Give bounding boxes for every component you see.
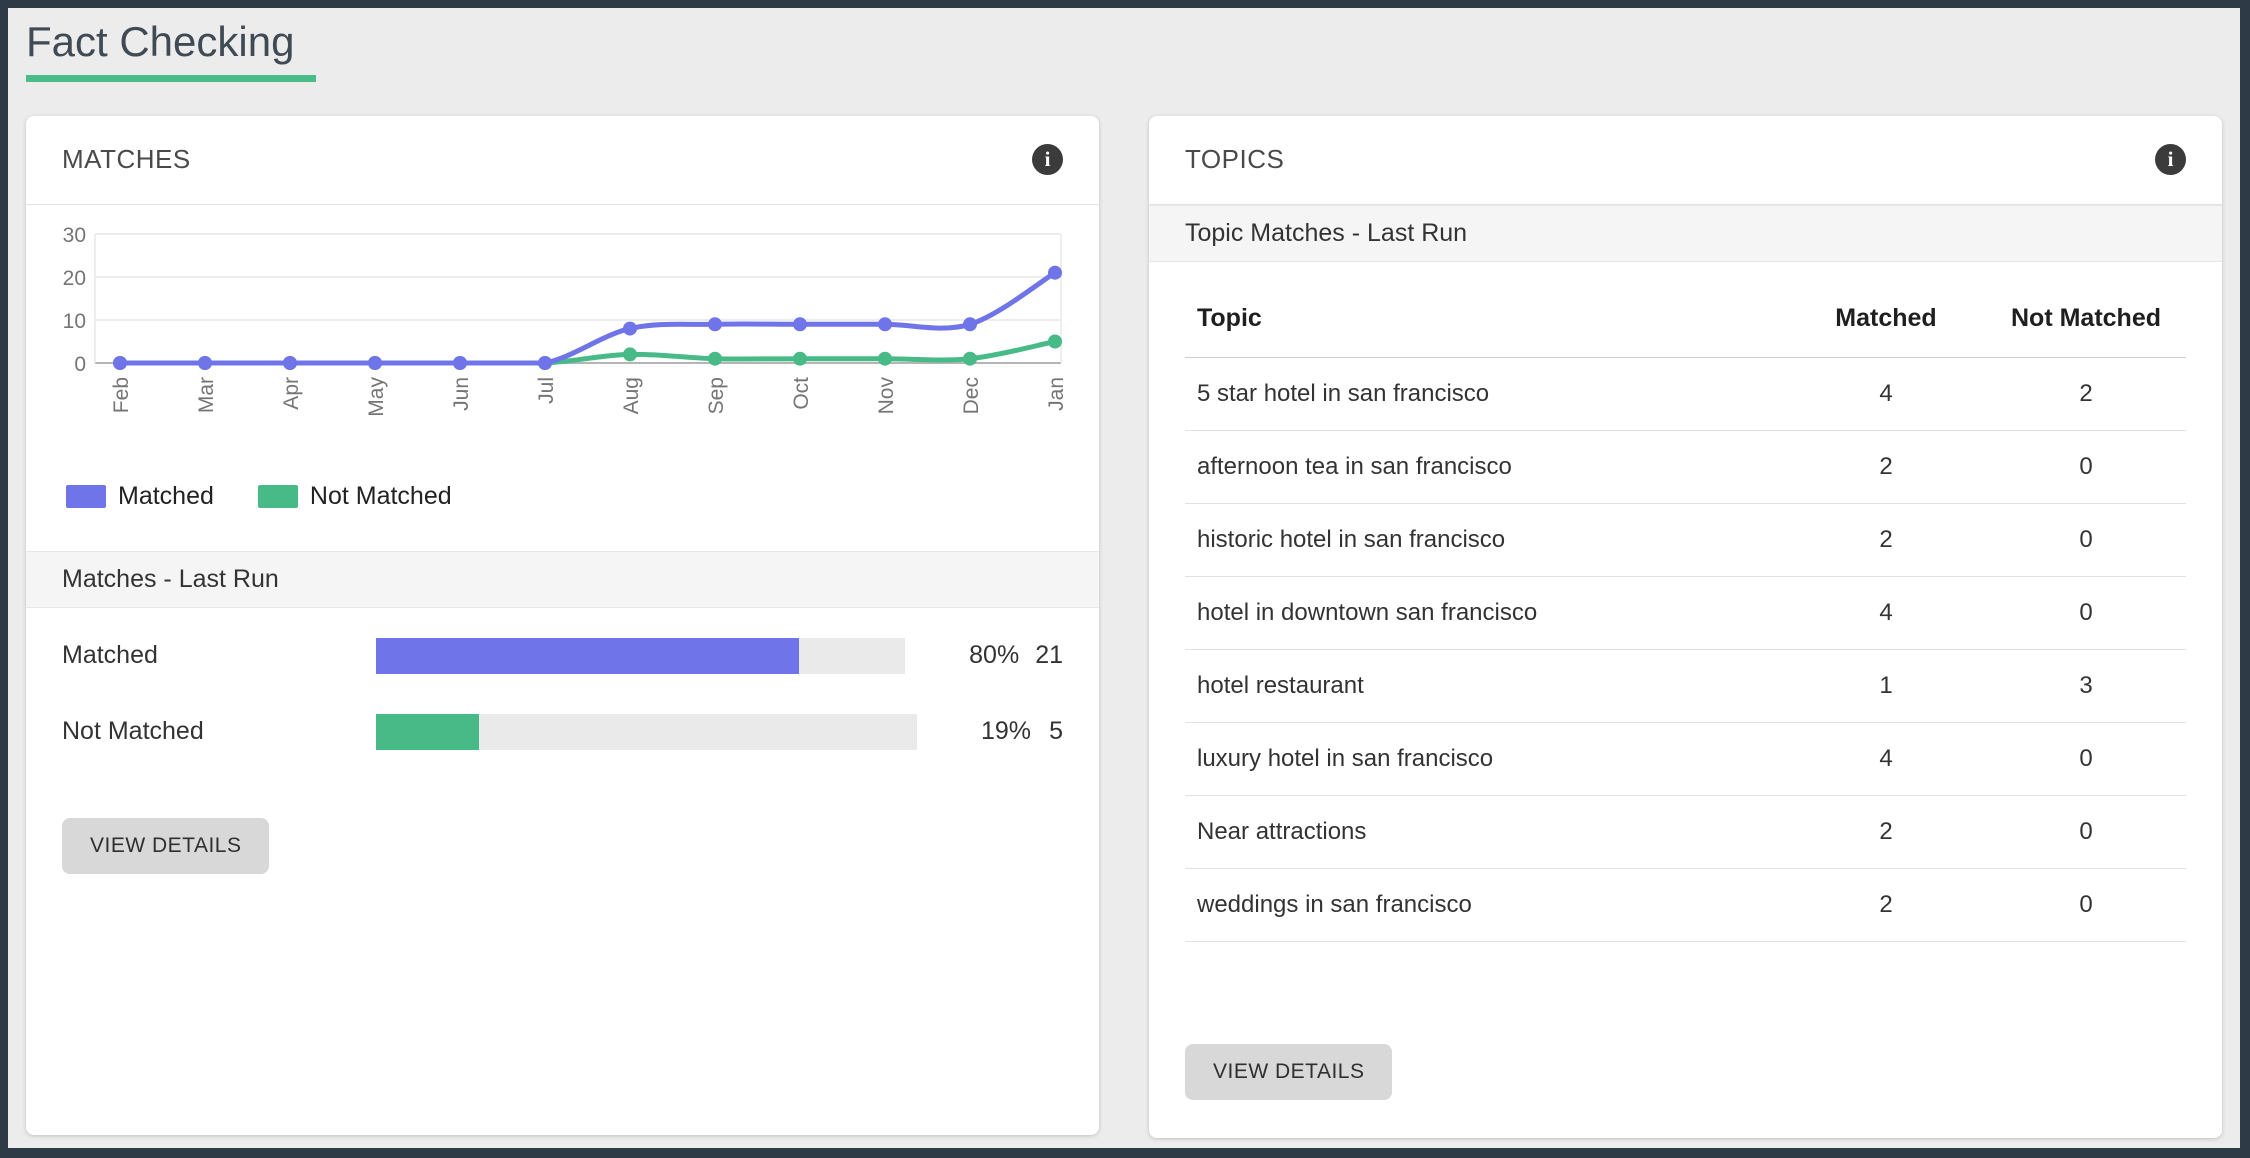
table-header-row: Topic Matched Not Matched: [1185, 262, 2186, 358]
svg-text:Nov: Nov: [875, 376, 898, 414]
topics-card: TOPICS i Topic Matches - Last Run Topic M…: [1149, 115, 2222, 1138]
table-cell: weddings in san francisco: [1197, 890, 1472, 918]
table-cell: 5 star hotel in san francisco: [1197, 379, 1490, 407]
bar-fill: [376, 713, 479, 750]
matches-card: MATCHES i 0 10 20 30 Feb Mar Apr May Jun Jul Aug Se…: [26, 115, 1099, 1135]
page-title: Fact Checking: [26, 18, 295, 65]
svg-text:Jul: Jul: [535, 377, 558, 404]
table-row: luxury hotel in san francisco 4 0: [1185, 723, 2186, 796]
table-header-cell: Not Matched: [2011, 303, 2161, 332]
table-row: hotel in downtown san francisco 4 0: [1185, 577, 2186, 650]
table-row: hotel restaurant 1 3: [1185, 650, 2186, 723]
info-icon[interactable]: i: [2155, 144, 2186, 175]
bar-percent: 19%: [980, 717, 1031, 745]
match-bars: Matched 80% 21 Not Matched 19% 5: [26, 608, 1099, 790]
table-header-cell: Matched: [1835, 303, 1937, 332]
svg-text:10: 10: [63, 310, 86, 333]
table-cell: 4: [1879, 598, 1893, 626]
matches-chart-wrap: 0 10 20 30 Feb Mar Apr May Jun Jul Aug Sep Oct Nov Dec…: [26, 205, 1099, 458]
bar-row: Not Matched 19% 5: [62, 713, 1063, 750]
matches-card-header: MATCHES i: [26, 116, 1099, 205]
table-row: historic hotel in san francisco 2 0: [1185, 504, 2186, 577]
table-cell: Near attractions: [1197, 817, 1367, 845]
svg-text:30: 30: [63, 224, 86, 247]
table-row: 5 star hotel in san francisco 4 2: [1185, 358, 2186, 431]
bar-row: Matched 80% 21: [62, 637, 1063, 674]
table-cell: 4: [1879, 744, 1893, 772]
svg-text:Jan: Jan: [1045, 377, 1068, 411]
matches-view-details-button[interactable]: VIEW DETAILS: [62, 817, 270, 874]
bar-fill: [376, 637, 800, 674]
table-cell: 4: [1879, 379, 1893, 407]
table-cell: 0: [2079, 525, 2093, 553]
svg-text:Sep: Sep: [705, 377, 728, 414]
bar-percent: 80%: [969, 641, 1020, 669]
table-cell: 1: [1879, 671, 1893, 699]
table-cell: luxury hotel in san francisco: [1197, 744, 1494, 772]
chart-legend: Matched Not Matched: [26, 458, 1099, 551]
bar-track: [376, 713, 917, 750]
svg-text:Dec: Dec: [960, 377, 983, 414]
legend-swatch: [66, 484, 106, 508]
table-cell: 3: [2079, 671, 2093, 699]
table-cell: historic hotel in san francisco: [1197, 525, 1506, 553]
svg-text:Jun: Jun: [450, 377, 473, 411]
topics-card-title: TOPICS: [1185, 144, 1285, 174]
svg-text:Apr: Apr: [280, 377, 303, 410]
bar-count: 5: [1049, 717, 1063, 745]
legend-item-1[interactable]: Not Matched: [257, 481, 452, 511]
legend-swatch: [257, 484, 298, 508]
title-underline: [26, 74, 316, 82]
table-cell: 0: [2079, 598, 2093, 626]
table-cell: 2: [1879, 525, 1893, 553]
table-cell: hotel in downtown san francisco: [1197, 598, 1538, 626]
svg-text:Oct: Oct: [790, 376, 813, 409]
topics-view-details-button[interactable]: VIEW DETAILS: [1185, 1043, 1393, 1100]
table-header-cell: Topic: [1197, 303, 1262, 332]
bar-label: Matched: [62, 641, 158, 669]
table-row: weddings in san francisco 2 0: [1185, 869, 2186, 942]
table-cell: 0: [2079, 452, 2093, 480]
svg-text:Mar: Mar: [195, 376, 218, 412]
table-cell: 0: [2079, 817, 2093, 845]
svg-text:Feb: Feb: [110, 377, 133, 413]
legend-item-0[interactable]: Matched: [66, 482, 214, 511]
svg-text:Aug: Aug: [620, 377, 643, 414]
table-row: Near attractions 2 0: [1185, 796, 2186, 869]
cards-row: MATCHES i 0 10 20 30 Feb Mar Apr May Jun Jul Aug Se…: [8, 115, 2240, 1138]
matches-card-title: MATCHES: [62, 144, 191, 174]
svg-text:May: May: [365, 376, 388, 416]
table-cell: 0: [2079, 744, 2093, 772]
bar-track: [376, 637, 906, 674]
topics-card-header: TOPICS i: [1149, 116, 2222, 205]
table-cell: 2: [1879, 817, 1893, 845]
table-cell: 2: [1879, 452, 1893, 480]
svg-text:20: 20: [63, 267, 86, 290]
table-cell: 2: [2079, 379, 2093, 407]
table-cell: hotel restaurant: [1197, 671, 1364, 699]
bar-count: 21: [1035, 641, 1063, 669]
fact-checking-page: Fact Checking MATCHES i 0 10 20 30 Feb Mar Apr…: [8, 8, 2240, 1148]
bar-label: Not Matched: [62, 717, 204, 745]
table-cell: afternoon tea in san francisco: [1197, 452, 1512, 480]
matches-section-band: Matches - Last Run: [26, 550, 1099, 608]
topics-table: Topic Matched Not Matched 5 star hotel in s…: [1149, 262, 2222, 942]
legend-label: Not Matched: [309, 481, 452, 510]
topics-section-band: Topic Matches - Last Run: [1149, 204, 2222, 262]
legend-label: Matched: [118, 481, 214, 510]
svg-text:0: 0: [74, 353, 86, 376]
table-cell: 2: [1879, 890, 1893, 918]
table-cell: 0: [2079, 890, 2093, 918]
table-row: afternoon tea in san francisco 2 0: [1185, 431, 2186, 504]
info-icon[interactable]: i: [1032, 144, 1063, 175]
matches-line-chart: 0 10 20 30 Feb Mar Apr May Jun Jul Aug Sep Oct Nov Dec…: [63, 224, 1068, 417]
